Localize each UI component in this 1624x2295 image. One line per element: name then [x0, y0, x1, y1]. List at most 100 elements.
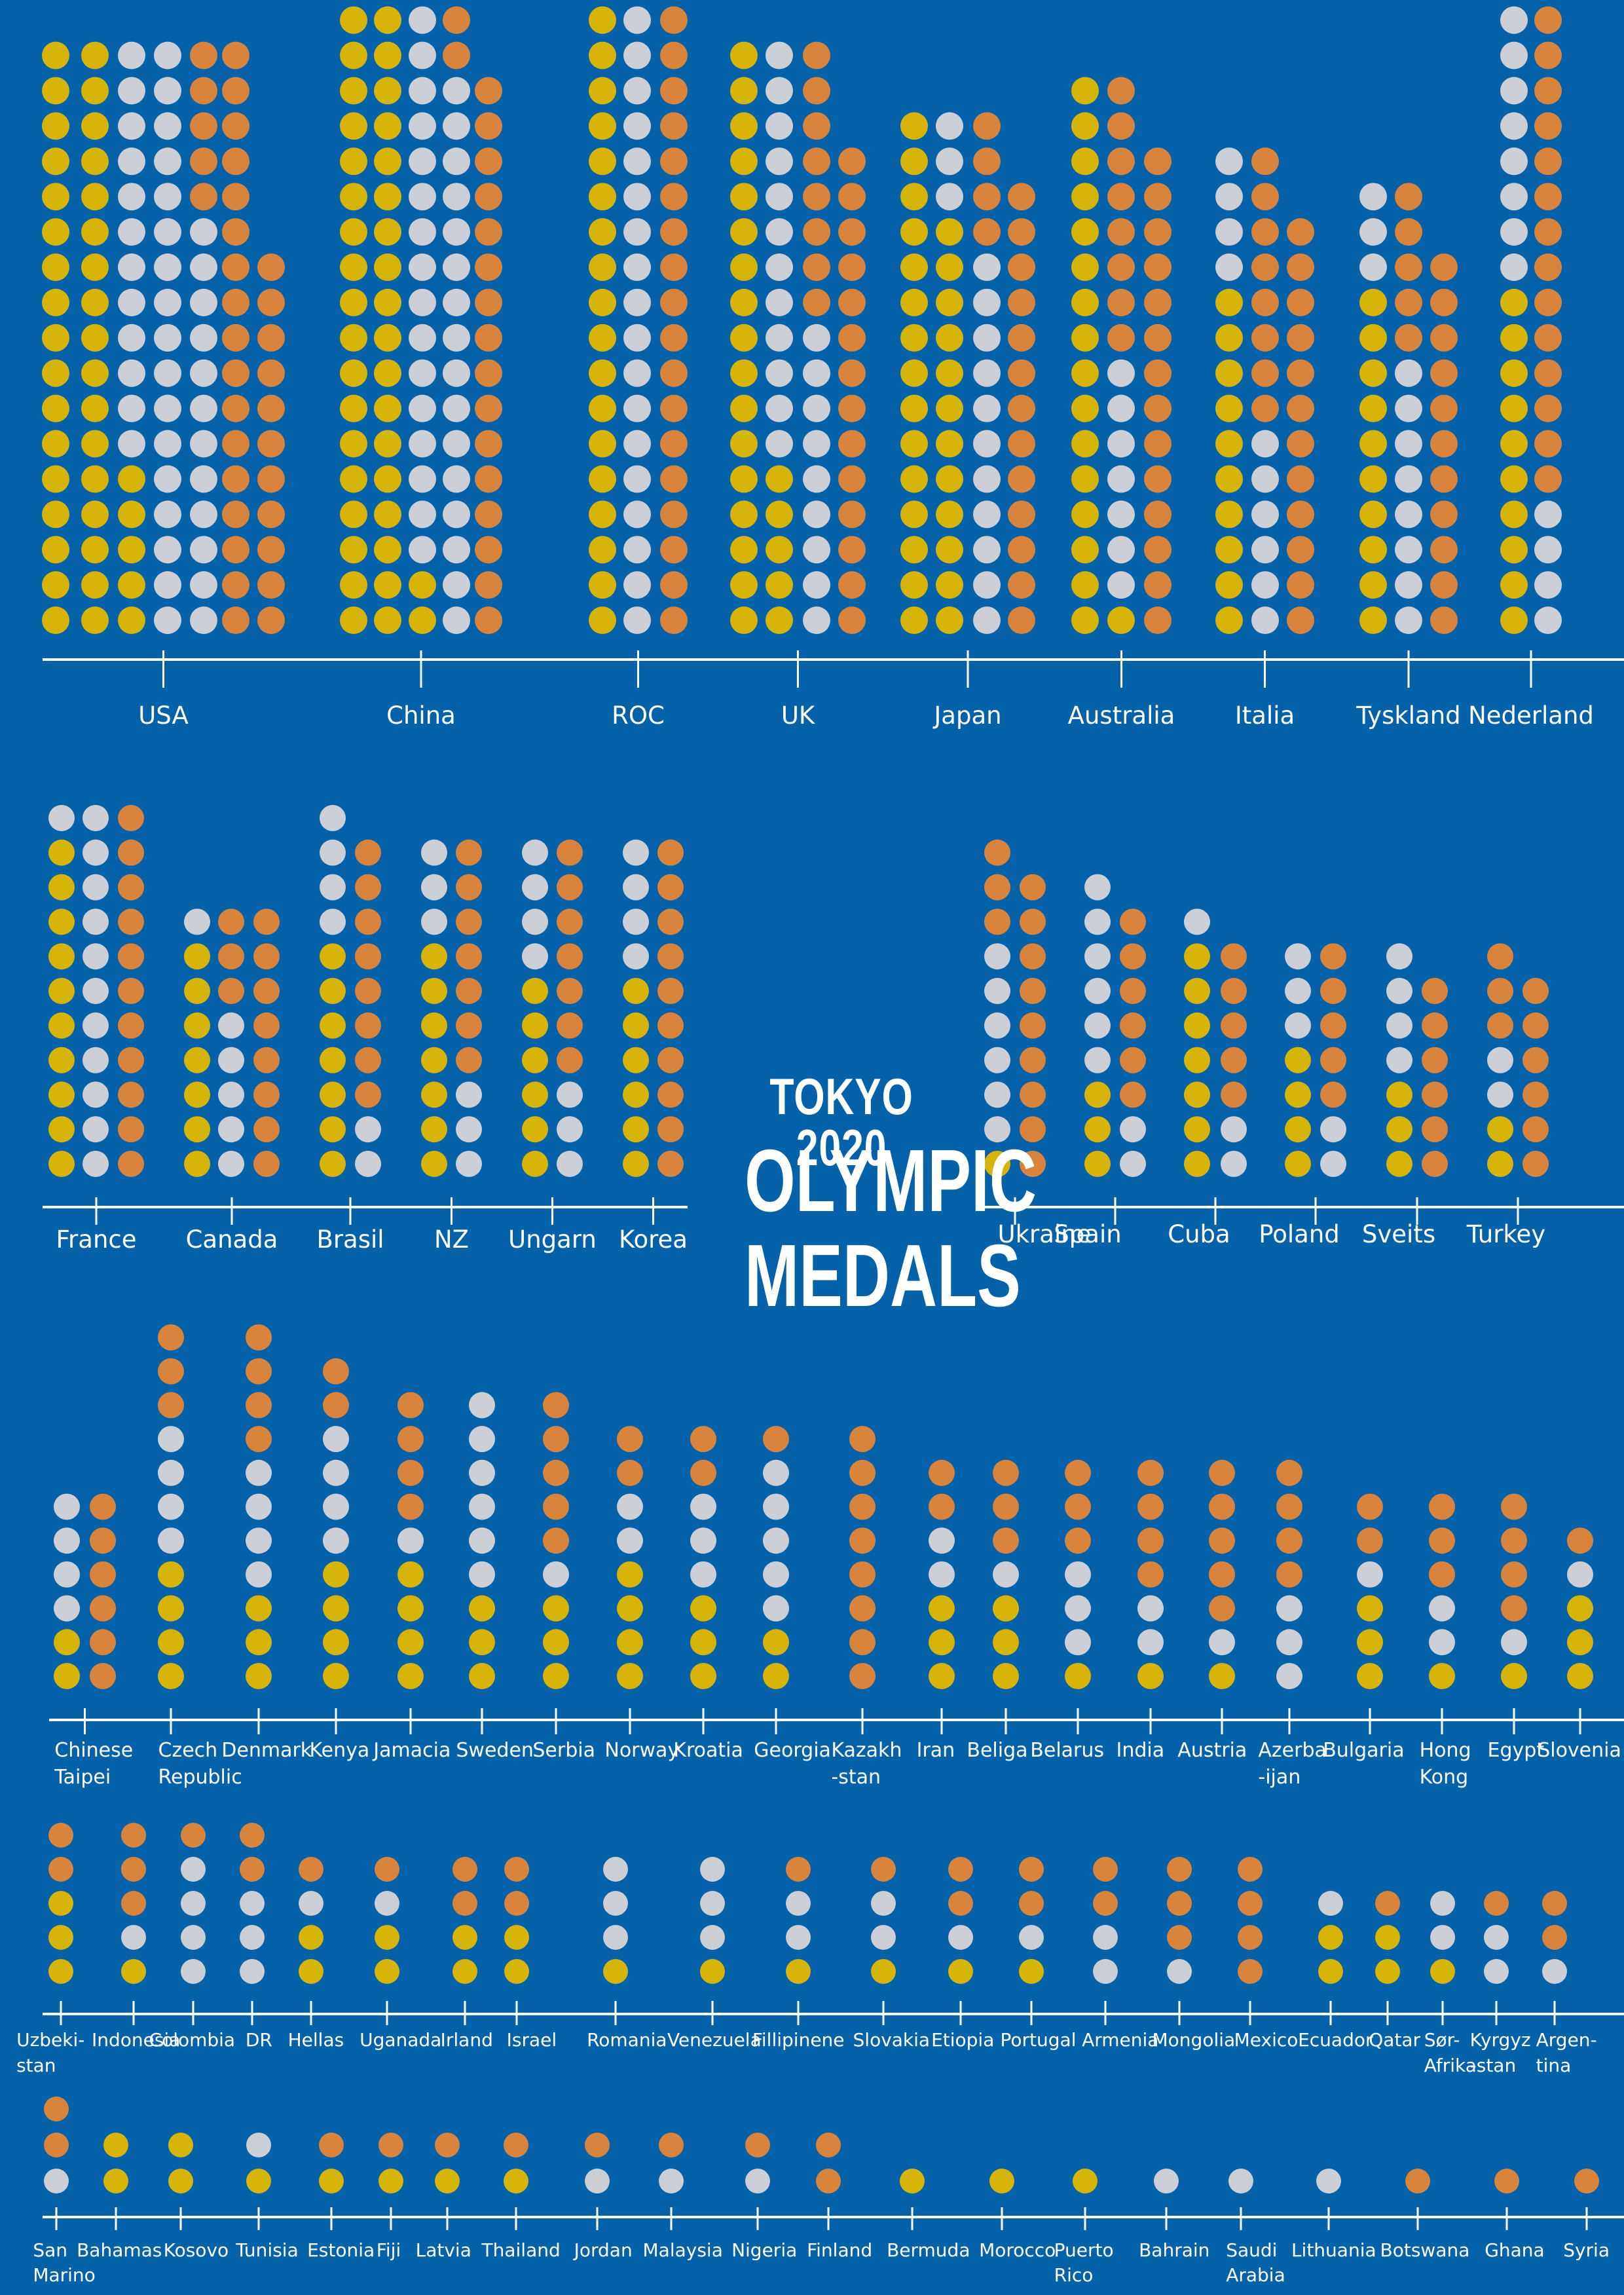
country-label: Sweden: [456, 1739, 534, 1762]
country-label: Colombia: [149, 2029, 236, 2051]
bronze-medal-dot: [475, 288, 502, 316]
silver-medal-dot: [355, 1151, 381, 1177]
gold-medal-dot: [81, 218, 109, 246]
silver-medal-dot: [54, 1527, 80, 1554]
country-label: Tyskland: [1356, 701, 1460, 730]
gold-medal-dot: [340, 288, 367, 316]
gold-medal-dot: [936, 536, 963, 564]
gold-medal-dot: [42, 218, 69, 246]
country-indonesia: Indonesia: [92, 1823, 180, 2051]
bronze-medal-dot: [1251, 218, 1279, 246]
bronze-medal-dot: [222, 147, 249, 176]
gold-medal-dot: [48, 874, 75, 901]
bronze-medal-dot: [1534, 324, 1562, 352]
bronze-medal-dot: [786, 1857, 811, 1882]
bronze-medal-dot: [1422, 1081, 1448, 1108]
gold-medal-dot: [1184, 1151, 1210, 1177]
silver-medal-dot: [190, 536, 217, 564]
gold-medal-dot: [700, 1959, 725, 1984]
silver-medal-dot: [623, 874, 649, 901]
gold-medal-dot: [374, 6, 401, 34]
country-colombia: Colombia: [149, 1823, 236, 2051]
country-label: USA: [138, 701, 189, 730]
bronze-medal-dot: [257, 324, 285, 352]
country-nederland: Nederland: [1468, 6, 1594, 730]
bronze-medal-dot: [375, 1857, 399, 1882]
bronze-medal-dot: [257, 253, 285, 281]
bronze-medal-dot: [1221, 1047, 1247, 1073]
bronze-medal-dot: [1144, 147, 1172, 176]
bronze-medal-dot: [660, 6, 688, 34]
silver-medal-dot: [984, 978, 1010, 1004]
bronze-medal-dot: [1287, 430, 1314, 458]
gold-medal-dot: [374, 430, 401, 458]
silver-medal-dot: [54, 1561, 80, 1588]
silver-medal-dot: [1065, 1561, 1091, 1588]
bronze-medal-dot: [1020, 1151, 1046, 1177]
gold-medal-dot: [766, 500, 793, 529]
gold-medal-dot: [504, 1959, 529, 1984]
country-label: Fillipinene: [752, 2029, 845, 2051]
country-finland: Finland: [807, 2133, 872, 2261]
silver-medal-dot: [154, 183, 181, 211]
gold-medal-dot: [184, 1151, 210, 1177]
country-fillipinene: Fillipinene: [752, 1857, 845, 2051]
gold-medal-dot: [623, 1081, 649, 1108]
bronze-medal-dot: [973, 112, 1001, 140]
silver-medal-dot: [443, 536, 470, 564]
bronze-medal-dot: [222, 359, 249, 387]
silver-medal-dot: [443, 183, 470, 211]
gold-medal-dot: [1137, 1663, 1164, 1689]
bronze-medal-dot: [257, 500, 285, 529]
bronze-medal-dot: [1542, 1925, 1567, 1950]
country-tyskland: Tyskland: [1356, 183, 1461, 730]
bronze-medal-dot: [657, 874, 684, 901]
silver-medal-dot: [409, 324, 436, 352]
silver-medal-dot: [118, 394, 145, 422]
bronze-medal-dot: [838, 147, 866, 176]
bronze-medal-dot: [1430, 394, 1458, 422]
bronze-medal-dot: [246, 1392, 272, 1419]
gold-medal-dot: [184, 1081, 210, 1108]
bronze-medal-dot: [838, 183, 866, 211]
gold-medal-dot: [763, 1663, 789, 1689]
silver-medal-dot: [1429, 1629, 1455, 1656]
silver-medal-dot: [246, 1527, 272, 1554]
bronze-medal-dot: [355, 908, 381, 935]
silver-medal-dot: [154, 147, 181, 176]
silver-medal-dot: [745, 2169, 770, 2193]
silver-medal-dot: [1484, 1925, 1509, 1950]
gold-medal-dot: [1071, 536, 1099, 564]
bronze-medal-dot: [1238, 1959, 1263, 1984]
gold-medal-dot: [1359, 571, 1387, 599]
gold-medal-dot: [168, 2169, 193, 2193]
gold-medal-dot: [246, 2169, 271, 2193]
country-label: Japan: [932, 701, 1001, 730]
bronze-medal-dot: [222, 218, 249, 246]
bronze-medal-dot: [1276, 1493, 1302, 1520]
bronze-medal-dot: [1238, 1925, 1263, 1950]
gold-medal-dot: [522, 1012, 548, 1039]
bronze-medal-dot: [355, 943, 381, 970]
country-label: Tunisia: [235, 2239, 299, 2261]
silver-medal-dot: [409, 500, 436, 529]
bronze-medal-dot: [745, 2133, 770, 2157]
country-estonia: Estonia: [307, 2133, 375, 2261]
gold-medal-dot: [1071, 430, 1099, 458]
silver-medal-dot: [603, 1857, 628, 1882]
silver-medal-dot: [469, 1392, 495, 1419]
country-ukraine: Ukraine: [984, 839, 1091, 1248]
gold-medal-dot: [1318, 1925, 1343, 1950]
bronze-medal-dot: [475, 324, 502, 352]
gold-medal-dot: [374, 112, 401, 140]
bronze-medal-dot: [456, 839, 482, 866]
bronze-medal-dot: [838, 571, 866, 599]
silver-medal-dot: [1120, 1151, 1146, 1177]
country-kazakh-stan: Kazakh -stan: [831, 1426, 902, 1789]
country-label: Malaysia: [643, 2239, 723, 2261]
gold-medal-dot: [319, 2169, 344, 2193]
gold-medal-dot: [522, 1047, 548, 1073]
bronze-medal-dot: [849, 1663, 876, 1689]
silver-medal-dot: [929, 1527, 955, 1554]
silver-medal-dot: [83, 1116, 109, 1143]
